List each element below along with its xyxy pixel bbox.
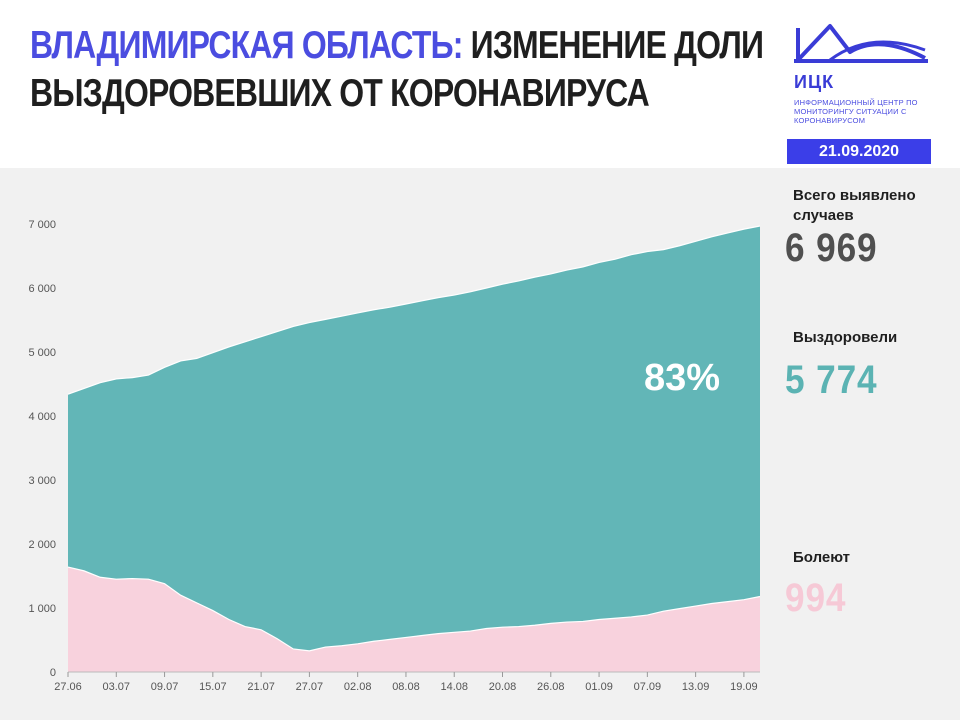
- y-tick-label: 6 000: [28, 283, 56, 295]
- x-tick-label: 01.09: [585, 681, 613, 693]
- title-line-1: ВЛАДИМИРСКАЯ ОБЛАСТЬ: ИЗМЕНЕНИЕ ДОЛИ: [30, 22, 764, 70]
- sick-label: Болеют: [793, 549, 851, 566]
- series-recovered-area: [68, 225, 760, 672]
- title-region: ВЛАДИМИРСКАЯ ОБЛАСТЬ:: [30, 24, 463, 67]
- logo: ИЦК ИНФОРМАЦИОННЫЙ ЦЕНТР ПО МОНИТОРИНГУ …: [790, 20, 940, 130]
- x-tick-label: 14.08: [440, 681, 468, 693]
- chart-panel: 0 1 000 2 000 3 000 4 000 5 000 6 000 7 000 27.0…: [0, 168, 960, 720]
- x-tick-label: 20.08: [489, 681, 517, 693]
- y-tick-label: 5 000: [28, 347, 56, 359]
- recovered-value: 5 774: [785, 358, 878, 402]
- y-tick-label: 4 000: [28, 411, 56, 423]
- series-sick-area: [68, 567, 760, 672]
- series-sick-line: [67, 566, 761, 652]
- total-label: Всего выявлено случаев: [793, 187, 916, 224]
- x-tick-label: 09.07: [151, 681, 179, 693]
- y-tick-label: 0: [50, 667, 56, 679]
- recovered-label: Выздоровели: [793, 329, 898, 346]
- total-value: 6 969: [785, 226, 878, 270]
- x-tick-label: 19.09: [730, 681, 758, 693]
- x-tick-label: 07.09: [634, 681, 662, 693]
- share-annotation: 83%: [644, 357, 720, 399]
- logo-mountain-icon: [794, 24, 928, 63]
- y-tick-label: 7 000: [28, 219, 56, 231]
- series-total-line: [67, 225, 761, 395]
- y-tick-label: 2 000: [28, 539, 56, 551]
- date-badge: 21.09.2020: [787, 139, 931, 164]
- x-tick-label: 15.07: [199, 681, 227, 693]
- x-tick-label: 08.08: [392, 681, 420, 693]
- y-tick-label: 1 000: [28, 603, 56, 615]
- x-tick-label: 21.07: [247, 681, 275, 693]
- logo-name: ИЦК: [794, 72, 835, 92]
- x-tick-label: 02.08: [344, 681, 372, 693]
- x-tick-label: 27.07: [296, 681, 324, 693]
- x-tick-label: 03.07: [103, 681, 131, 693]
- page-title: ВЛАДИМИРСКАЯ ОБЛАСТЬ: ИЗМЕНЕНИЕ ДОЛИ ВЫЗ…: [30, 22, 764, 118]
- x-tick-label: 27.06: [54, 681, 82, 693]
- sick-value: 994: [785, 576, 847, 620]
- logo-subtitle: ИНФОРМАЦИОННЫЙ ЦЕНТР ПО МОНИТОРИНГУ СИТУ…: [794, 98, 918, 125]
- area-chart: 0 1 000 2 000 3 000 4 000 5 000 6 000 7 000 27.0…: [28, 219, 761, 693]
- x-tick-label: 26.08: [537, 681, 565, 693]
- title-subject: ИЗМЕНЕНИЕ ДОЛИ: [470, 24, 764, 67]
- x-tick-label: 13.09: [682, 681, 710, 693]
- title-line-2: ВЫЗДОРОВЕВШИХ ОТ КОРОНАВИРУСА: [30, 72, 650, 115]
- y-tick-label: 3 000: [28, 475, 56, 487]
